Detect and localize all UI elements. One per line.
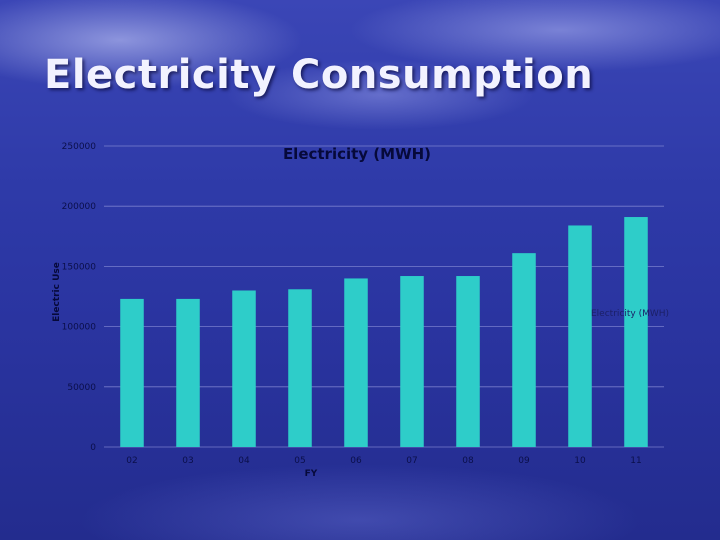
y-axis-label: Electric Use (52, 262, 62, 322)
x-tick-label: 03 (182, 456, 193, 466)
bar-fy-04 (232, 290, 256, 447)
bar-fy-02 (120, 298, 144, 447)
x-tick-labels: 02 03 04 05 06 07 08 09 10 11 (126, 456, 641, 466)
x-tick-label: 10 (574, 456, 586, 466)
bar-fy-08 (456, 276, 480, 447)
y-tick-label: 250000 (62, 142, 97, 152)
y-tick-labels: 0 50000 100000 150000 200000 250000 (62, 142, 97, 453)
y-tick-label: 0 (90, 443, 96, 453)
y-tick-label: 200000 (62, 202, 97, 212)
y-tick-label: 150000 (62, 262, 97, 272)
chart-title: Electricity (MWH) (283, 145, 431, 163)
bar-fy-03 (176, 298, 200, 447)
bar-fy-07 (400, 276, 424, 447)
x-tick-label: 06 (350, 456, 362, 466)
bar-fy-05 (288, 289, 312, 447)
x-tick-label: 09 (518, 456, 530, 466)
bar-fy-09 (512, 253, 536, 447)
slide-title: Electricity Consumption (44, 52, 594, 98)
x-tick-label: 04 (238, 456, 250, 466)
x-tick-label: 05 (294, 456, 305, 466)
bars (120, 217, 648, 447)
y-tick-label: 100000 (62, 323, 97, 333)
x-axis-label: FY (305, 469, 318, 479)
bar-fy-10 (568, 225, 592, 447)
x-tick-label: 02 (126, 456, 137, 466)
x-tick-label: 08 (462, 456, 474, 466)
y-tick-label: 50000 (67, 383, 96, 393)
bar-fy-06 (344, 278, 368, 447)
x-tick-label: 07 (406, 456, 417, 466)
bar-fy-11 (624, 217, 648, 447)
x-tick-label: 11 (630, 456, 641, 466)
legend-label: Electricity (MWH) (591, 309, 669, 319)
